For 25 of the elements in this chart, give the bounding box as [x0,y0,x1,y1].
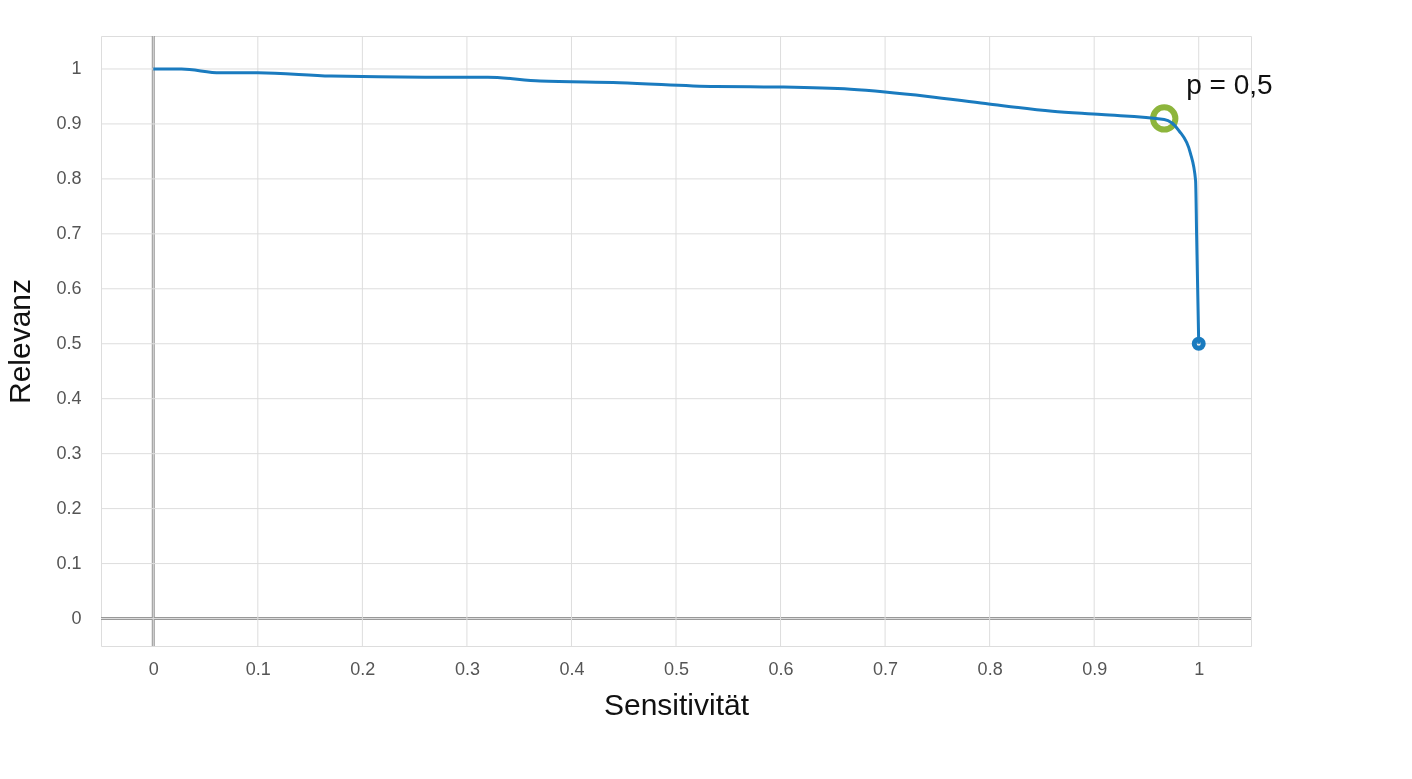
y-tick-label: 0.2 [56,498,82,519]
x-tick-label: 0.2 [350,658,376,679]
x-tick-label: 1 [1194,658,1205,679]
y-tick-label: 0.8 [56,168,82,189]
y-tick-label: 0.1 [56,553,82,574]
x-tick-label: 0.5 [663,658,690,679]
x-tick-label: 0.8 [977,658,1003,679]
x-tick-label: 0 [148,658,159,679]
y-tick-label: 0.9 [56,113,82,134]
y-axis-title: Relevanz [3,278,37,405]
y-tick-label: 0.6 [56,278,82,299]
annotation: p = 0,5 [1186,69,1273,101]
x-tick-label: 0.7 [873,658,899,679]
y-tick-label: 0.4 [56,388,82,409]
x-tick-label: 0.6 [768,658,794,679]
y-tick-label: 0.7 [56,223,82,244]
x-axis-title: Sensitivität [603,687,750,721]
y-tick-label: 0.3 [56,443,82,464]
x-tick-label: 0.3 [454,658,480,679]
y-tick-label: 1 [71,58,82,79]
x-tick-label: 0.9 [1082,658,1108,679]
x-tick-label: 0.4 [559,658,585,679]
y-tick-label: 0 [71,608,82,629]
x-tick-label: 0.1 [245,658,271,679]
y-tick-label: 0.5 [56,333,82,354]
